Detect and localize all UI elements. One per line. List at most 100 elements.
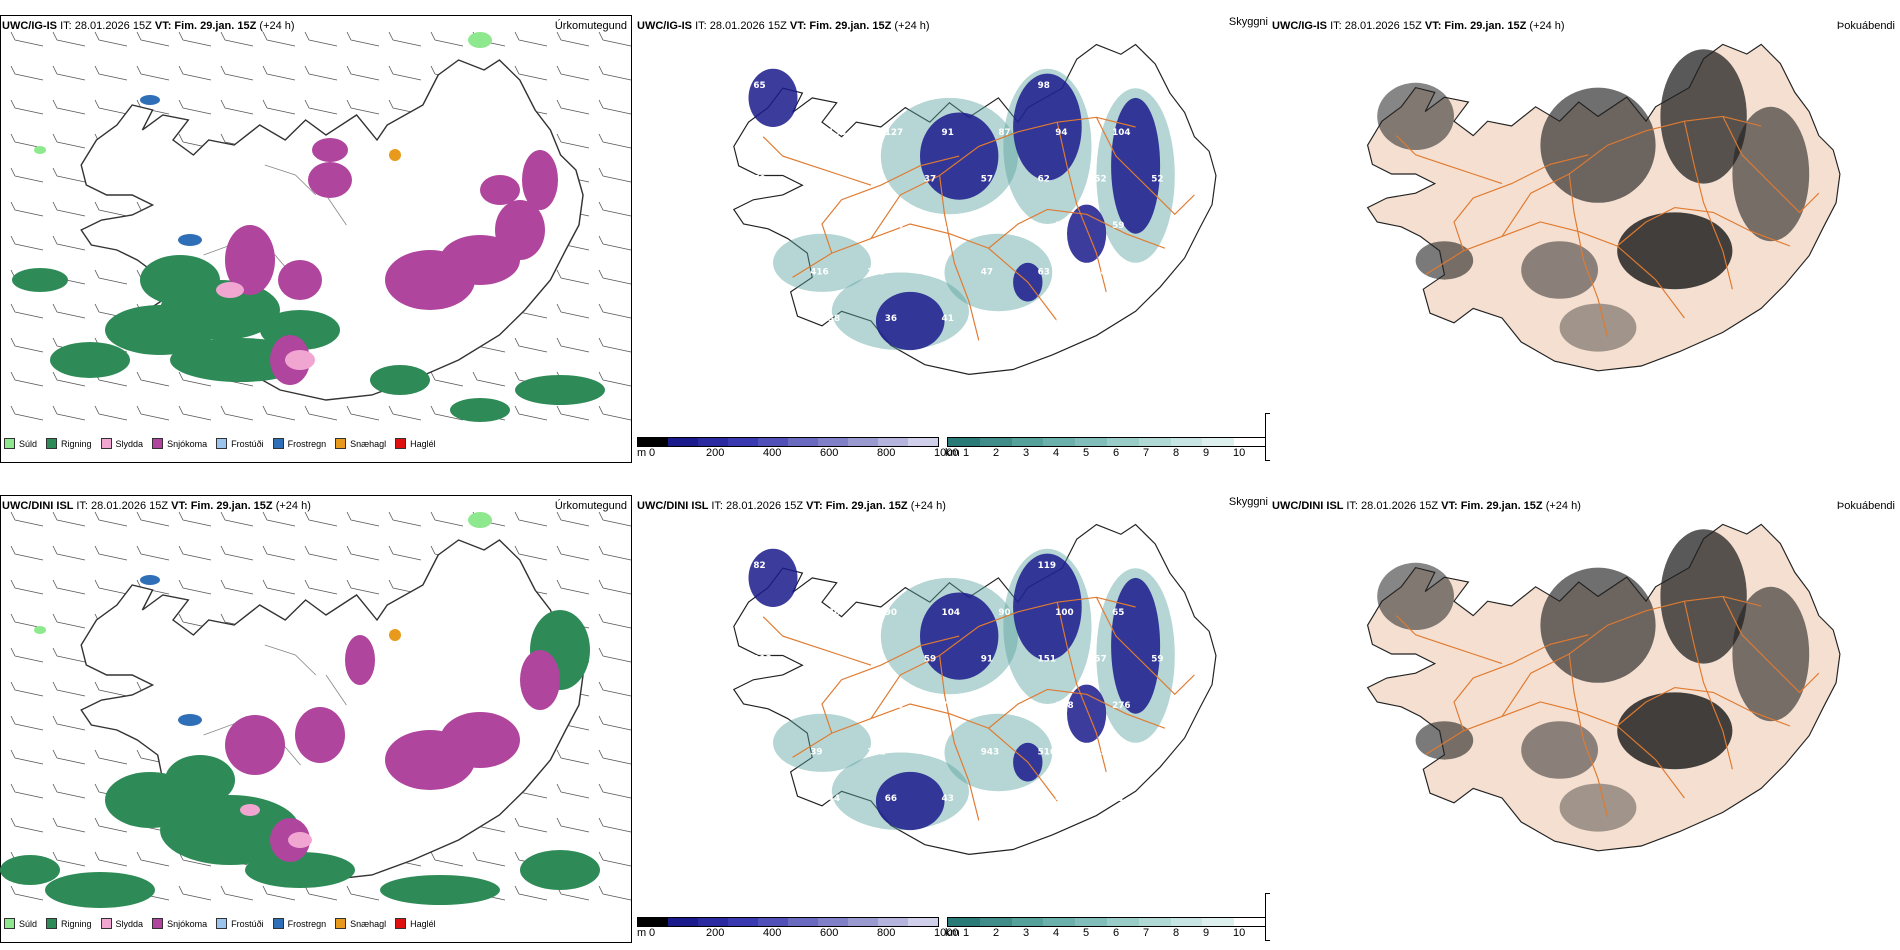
legend-swatch (100, 438, 112, 449)
wind-barb (220, 545, 254, 561)
lead-time: (+24 h) (891, 20, 930, 32)
wind-barb (136, 371, 170, 387)
wind-barb (556, 817, 590, 833)
wind-barb (598, 851, 632, 867)
road-line (1395, 615, 1503, 665)
legend-item-snæhagl: Snæhagl (335, 918, 386, 929)
wind-barb (556, 405, 590, 421)
visibility-tick: 1 (963, 447, 970, 459)
wind-barb (220, 579, 254, 595)
cloud-base-label: 35 (771, 794, 783, 804)
model-name: UWC/DINI ISL (1272, 500, 1347, 512)
visibility-tick: 4 (1053, 447, 1060, 459)
low-cloud-area (1067, 684, 1107, 743)
wind-barb (52, 167, 86, 183)
wind-barb (136, 511, 170, 527)
model-name: UWC/IG-IS (1272, 20, 1331, 32)
cloud-base-label: 288 (753, 267, 771, 277)
wind-barb (52, 303, 86, 319)
cloud-areas (748, 548, 1175, 831)
wind-barb (52, 749, 86, 765)
colorbar-step (668, 918, 698, 926)
wind-barb (178, 545, 212, 561)
visibility-tick: 3 (1023, 927, 1030, 939)
wind-barb (52, 405, 86, 421)
low-cloud-area (920, 592, 999, 680)
wind-barb (10, 337, 44, 353)
wind-barb (10, 31, 44, 47)
legend-label: Súld (19, 918, 38, 929)
colorbar-step (878, 918, 908, 926)
wind-barb (598, 579, 632, 595)
wind-barb (52, 235, 86, 251)
cloud-base-label: 100 (1055, 608, 1073, 618)
colorbar-step (1138, 438, 1171, 446)
legend-label: Haglél (410, 918, 436, 929)
wind-barb (10, 201, 44, 217)
wind-barb (598, 201, 632, 217)
cloud-base-label: 57 (981, 174, 993, 184)
wind-barb (10, 783, 44, 799)
low-cloud-area (875, 291, 945, 351)
legend-swatch (335, 438, 347, 449)
cloud-base-label: 46 (867, 561, 879, 571)
precip-area (45, 872, 155, 908)
fog-areas (1377, 529, 1810, 832)
visibility-unit: km (945, 927, 960, 939)
wind-barb (10, 647, 44, 663)
wind-barb (10, 511, 44, 527)
road-line (988, 208, 1166, 249)
wind-barb (262, 405, 296, 421)
init-time: IT: 28.01.2026 15Z (60, 20, 155, 32)
colorbar-step (1106, 438, 1139, 446)
precip-area (140, 575, 160, 585)
road-line (1095, 117, 1195, 216)
legend-label: Snjókoma (167, 438, 208, 449)
fog-index-key: 060 (1265, 413, 1270, 461)
colorbar-step (1202, 438, 1235, 446)
wind-barb (94, 201, 128, 217)
cloud-panel-header: UWC/IG-IS IT: 28.01.2026 15Z VT: Fim. 29… (637, 20, 930, 32)
cloud-base-label: 90 (998, 794, 1010, 804)
legend-item-snæhagl: Snæhagl (335, 438, 386, 449)
wind-barb (598, 749, 632, 765)
cloud-base-tick: 400 (763, 447, 782, 459)
wind-barb (556, 511, 590, 527)
wind-barb (52, 817, 86, 833)
cloud-base-label: 48 (1094, 267, 1106, 277)
wind-barb (94, 99, 128, 115)
cloud-base-label: 41 (942, 314, 954, 324)
wind-barb (262, 885, 296, 901)
legend-swatch (272, 918, 284, 929)
fog-index-area (1617, 692, 1733, 770)
legend-swatch (152, 918, 164, 929)
panel-frame (0, 15, 632, 463)
colorbar-step (818, 918, 848, 926)
cloud-panel-title: Skyggni (1228, 16, 1268, 28)
wind-barb (430, 31, 464, 47)
cloud-base-label: 43 (1151, 561, 1163, 571)
cloud-base-label: 87 (998, 128, 1010, 138)
colorbar-step (848, 438, 878, 446)
fog-index-area (1377, 82, 1454, 150)
road-line (1568, 173, 1609, 338)
wind-barb (304, 885, 338, 901)
lead-time: (+24 h) (1542, 500, 1581, 512)
cloud-base-label: 82 (753, 561, 765, 571)
road-line (1453, 154, 1589, 251)
road-line (1095, 597, 1195, 696)
wind-barb (52, 31, 86, 47)
precip-area (12, 268, 68, 292)
wind-barb (10, 303, 44, 319)
legend-swatch (100, 918, 112, 929)
colorbar-step (638, 918, 668, 926)
colorbar-step (1202, 918, 1235, 926)
precip-area (495, 200, 545, 260)
cloud-base-label: 99 (1094, 747, 1106, 757)
wind-barb (514, 65, 548, 81)
precip-panel-header: UWC/DINI ISL IT: 28.01.2026 15Z VT: Fim.… (2, 500, 311, 512)
wind-barb (52, 133, 86, 149)
init-time: IT: 28.01.2026 15Z (1346, 500, 1442, 512)
road-line (821, 635, 960, 734)
wind-barb (10, 65, 44, 81)
